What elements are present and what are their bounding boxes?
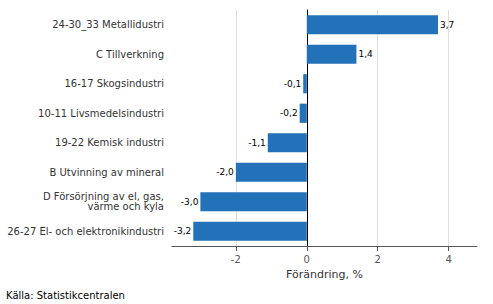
svg-text:-0,2: -0,2	[280, 108, 298, 118]
svg-text:3,7: 3,7	[440, 20, 454, 30]
svg-text:2: 2	[375, 254, 381, 265]
svg-text:-2: -2	[231, 254, 241, 265]
svg-text:C Tillverkning: C Tillverkning	[96, 49, 164, 60]
svg-text:-3,0: -3,0	[181, 197, 199, 207]
svg-text:Förändring, %: Förändring, %	[286, 268, 363, 281]
svg-text:16-17 Skogsindustri: 16-17 Skogsindustri	[64, 78, 164, 89]
svg-text:-2,0: -2,0	[216, 167, 234, 177]
svg-text:-0,1: -0,1	[284, 79, 302, 89]
svg-text:19-22 Kemisk industri: 19-22 Kemisk industri	[55, 137, 164, 148]
svg-text:D Försörjning av el, gas,: D Försörjning av el, gas,	[42, 191, 164, 203]
svg-text:10-11 Livsmedelsindustri: 10-11 Livsmedelsindustri	[38, 108, 164, 119]
svg-text:1,4: 1,4	[358, 49, 373, 59]
svg-text:B Utvinning av mineral: B Utvinning av mineral	[49, 167, 164, 178]
svg-text:-3,2: -3,2	[174, 226, 192, 236]
svg-text:4: 4	[445, 254, 451, 265]
svg-text:-1,1: -1,1	[248, 138, 266, 148]
svg-text:Källa: Statistikcentralen: Källa: Statistikcentralen	[6, 290, 125, 301]
svg-text:26-27 El- och elektronikindust: 26-27 El- och elektronikindustri	[7, 226, 164, 237]
svg-text:värme och kyla: värme och kyla	[88, 201, 164, 212]
svg-text:24-30_33 Metallidustri: 24-30_33 Metallidustri	[52, 19, 164, 31]
svg-text:0: 0	[304, 254, 310, 265]
